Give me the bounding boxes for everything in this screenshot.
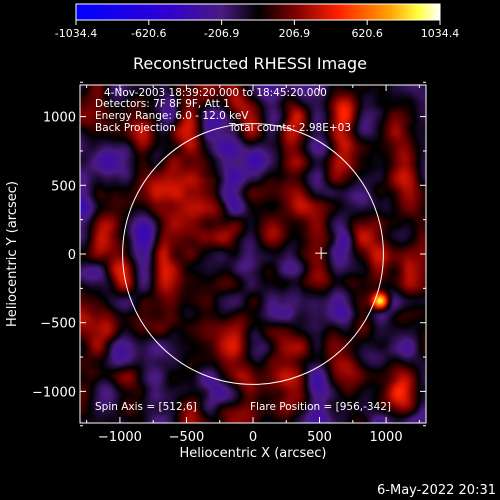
x-axis: −1000 −500 0 500 1000 bbox=[86, 85, 420, 445]
heatmap-image bbox=[80, 85, 426, 423]
heatmap-canvas bbox=[80, 85, 426, 423]
y-tick-label: 500 bbox=[51, 179, 76, 194]
x-tick-label: 500 bbox=[307, 430, 332, 445]
y-tick-label: 0 bbox=[68, 248, 76, 263]
timestamp: 6-May-2022 20:31 bbox=[377, 483, 496, 498]
detectors-text: Detectors: 7F 8F 9F, Att 1 bbox=[95, 98, 230, 110]
figure-title: Reconstructed RHESSI Image bbox=[133, 54, 367, 73]
colorbar bbox=[75, 3, 441, 21]
x-tick-label: 0 bbox=[249, 430, 257, 445]
x-tick-label: 1000 bbox=[370, 430, 403, 445]
time-range-text: 4-Nov-2003 18:39:20.000 to 18:45:20.000 bbox=[104, 87, 327, 99]
x-tick-label: −1000 bbox=[98, 430, 142, 445]
y-axis: −1000 −500 0 500 1000 bbox=[32, 81, 426, 427]
colorbar-ticks: -1034.4 -620.6 -206.9 206.9 620.6 1034.4 bbox=[55, 20, 459, 40]
y-tick-label: −500 bbox=[40, 317, 76, 332]
spin-axis-text: Spin Axis = [512,6] bbox=[95, 401, 197, 413]
info-annotations: 4-Nov-2003 18:39:20.000 to 18:45:20.000 … bbox=[95, 87, 391, 413]
colorbar-tick-label: -620.6 bbox=[131, 27, 166, 40]
colorbar-tick-label: 620.6 bbox=[351, 27, 383, 40]
flare-position-text: Flare Position = [956,-342] bbox=[250, 401, 391, 413]
x-tick-label: −500 bbox=[169, 430, 205, 445]
solar-limb bbox=[122, 123, 384, 385]
colorbar-tick-label: -206.9 bbox=[204, 27, 239, 40]
colorbar-tick-label: -1034.4 bbox=[55, 27, 97, 40]
y-axis-label: Heliocentric Y (arcsec) bbox=[5, 181, 20, 327]
x-axis-label: Heliocentric X (arcsec) bbox=[180, 446, 327, 461]
colorbar-tick-label: 206.9 bbox=[279, 27, 311, 40]
spin-axis-marker bbox=[315, 247, 328, 260]
energy-range-text: Energy Range: 6.0 - 12.0 keV bbox=[95, 110, 249, 122]
total-counts-text: Total counts: 2.98E+03 bbox=[228, 122, 351, 134]
colorbar-tick-label: 1034.4 bbox=[421, 27, 460, 40]
y-tick-label: 1000 bbox=[43, 111, 76, 126]
method-text: Back Projection bbox=[95, 122, 176, 134]
y-tick-label: −1000 bbox=[32, 385, 76, 400]
